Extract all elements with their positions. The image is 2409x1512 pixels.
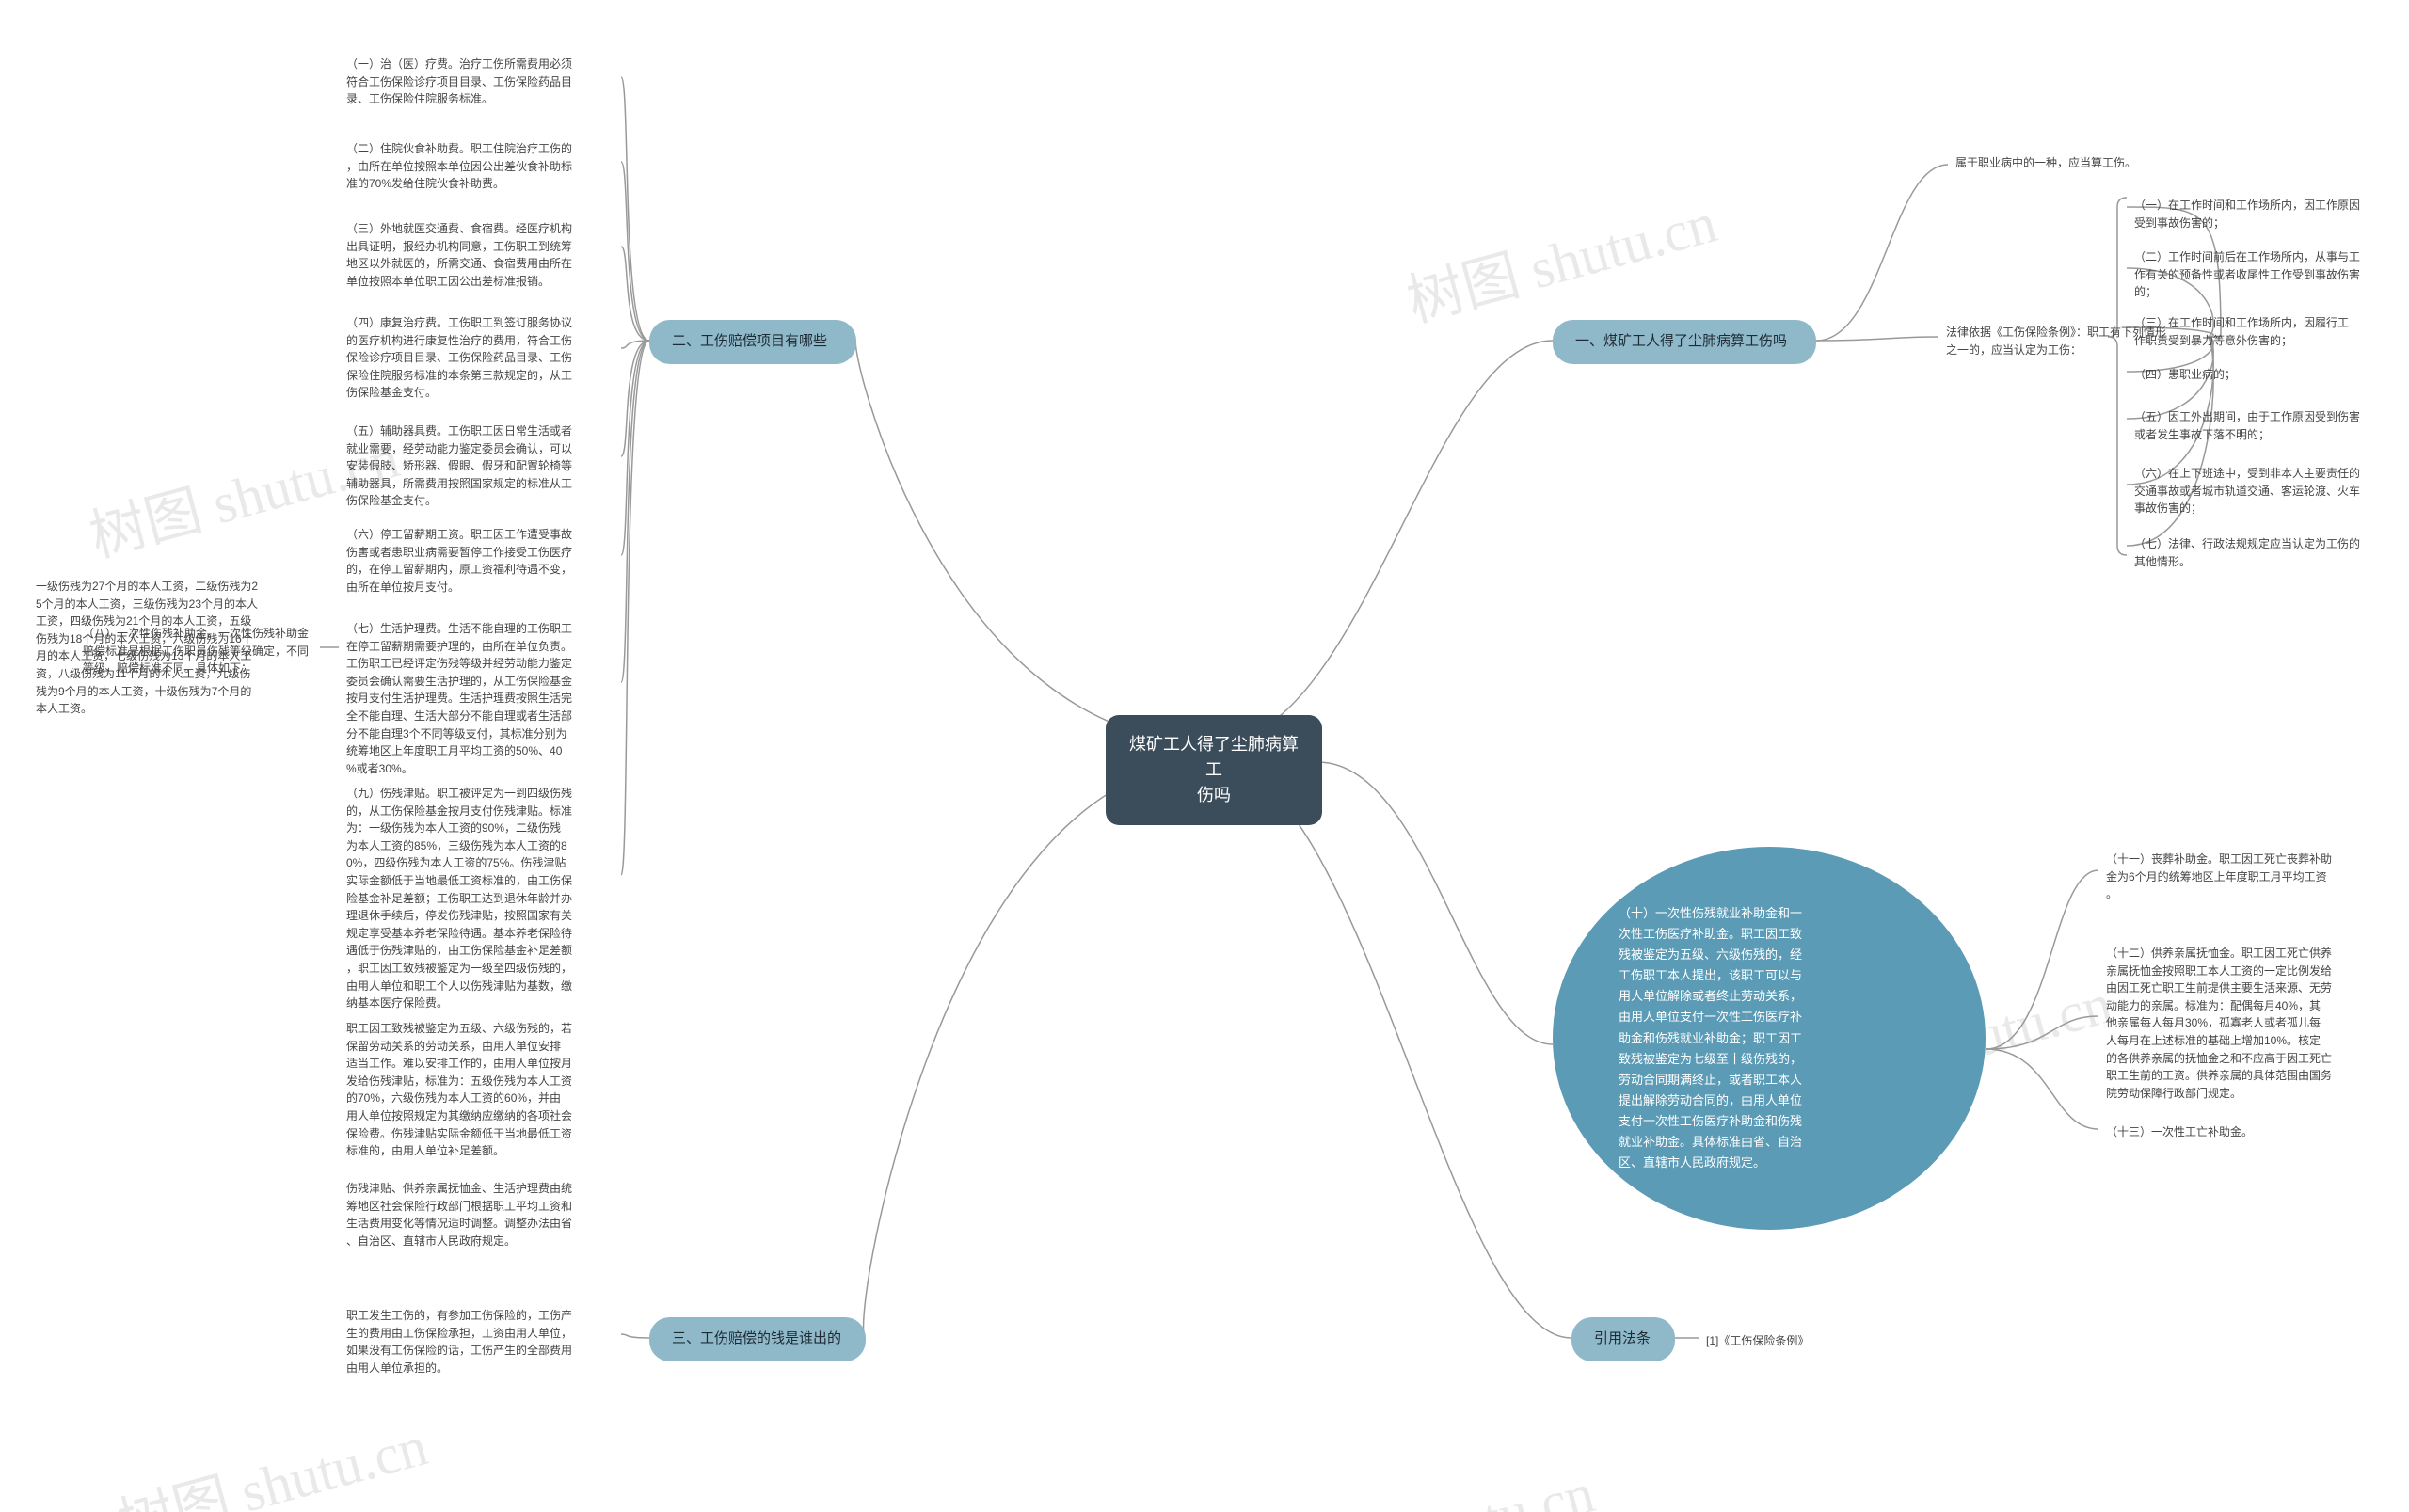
leaf-l2_7: （七）生活护理费。生活不能自理的工伤职工 在停工留薪期需要护理的，由所在单位负责… — [339, 616, 580, 781]
connector-line — [621, 341, 649, 555]
center-node: 煤矿工人得了尘肺病算工 伤吗 — [1106, 715, 1322, 825]
connector-line — [1214, 762, 1571, 1338]
leaf-r1_4: （四）患职业病的； — [2127, 362, 2243, 388]
connector-line — [1317, 762, 1553, 1044]
leaf-l2_4: （四）康复治疗费。工伤职工到签订服务协议 的医疗机构进行康复性治疗的费用，符合工… — [339, 310, 580, 406]
leaf-l2_5: （五）辅助器具费。工伤职工因日常生活或者 就业需要，经劳动能力鉴定委员会确认，可… — [339, 419, 580, 514]
connector-line — [621, 162, 649, 341]
leaf-r1_7: （七）法律、行政法规规定应当认定为工伤的 其他情形。 — [2127, 532, 2368, 574]
leaf-l2_2: （二）住院伙食补助费。职工住院治疗工伤的 ，由所在单位按照本单位因公出差伙食补助… — [339, 136, 580, 197]
leaf-r1_2: （二）工作时间前后在工作场所内，从事与工 作有关的预备性或者收尾性工作受到事故伤… — [2127, 245, 2368, 305]
mindmap-canvas: 树图 shutu.cn树图 shutu.cn树图 shutu.cn树图 shut… — [0, 0, 2409, 1512]
leaf-l2_3: （三）外地就医交通费、食宿费。经医疗机构 出具证明，报经办机构同意，工伤职工到统… — [339, 216, 580, 294]
watermark: 树图 shutu.cn — [1396, 177, 1724, 338]
connector-line — [864, 762, 1214, 1338]
connector-line — [1986, 1049, 2098, 1129]
connector-line — [621, 341, 649, 348]
leaf-blob_11: （十一）丧葬补助金。职工因工死亡丧葬补助 金为6个月的统筹地区上年度职工月平均工… — [2098, 847, 2339, 907]
leaf-blob_13: （十三）一次性工亡补助金。 — [2098, 1120, 2260, 1145]
leaf-r1_6: （六）在上下班途中，受到非本人主要责任的 交通事故或者城市轨道交通、客运轮渡、火… — [2127, 461, 2368, 521]
watermark: 树图 shutu.cn — [1274, 1447, 1602, 1512]
branch-node-2: 二、工伤赔偿项目有哪些 — [649, 320, 856, 364]
connector-line — [621, 341, 649, 456]
leaf-l2_9b: 职工因工致残被鉴定为五级、六级伤残的，若 保留劳动关系的劳动关系，由用人单位安排… — [339, 1016, 580, 1164]
connector-line — [1816, 165, 1948, 341]
watermark: 树图 shutu.cn — [107, 1400, 435, 1512]
connector-line — [855, 341, 1214, 743]
connector-line — [621, 341, 649, 682]
leaf-l3_1: 职工发生工伤的，有参加工伤保险的，工伤产 生的费用由工伤保险承担，工资由用人单位… — [339, 1303, 580, 1380]
leaf-cite_1: [1]《工伤保险条例》 — [1699, 1329, 1816, 1354]
connector-line — [621, 77, 649, 341]
leaf-l2_8_detail: 一级伤残为27个月的本人工资，二级伤残为2 5个月的本人工资，三级伤残为23个月… — [28, 574, 265, 722]
connector-line — [621, 1334, 649, 1338]
leaf-r1_intro: 属于职业病中的一种，应当算工伤。 — [1948, 151, 2144, 176]
leaf-r1_3: （三）在工作时间和工作场所内，因履行工 作职责受到暴力等意外伤害的； — [2127, 310, 2356, 353]
leaf-l2_9c: 伤残津贴、供养亲属抚恤金、生活护理费由统 筹地区社会保险行政部门根据职工平均工资… — [339, 1176, 580, 1253]
branch-node-blob: （十）一次性伤残就业补助金和一 次性工伤医疗补助金。职工因工致 残被鉴定为五级、… — [1553, 847, 1986, 1230]
branch-node-1: 一、煤矿工人得了尘肺病算工伤吗 — [1553, 320, 1816, 364]
leaf-l2_1: （一）治（医）疗费。治疗工伤所需费用必须 符合工伤保险诊疗项目目录、工伤保险药品… — [339, 52, 580, 112]
connector-line — [1816, 337, 1938, 341]
bracket-line — [2108, 198, 2127, 555]
leaf-l2_9: （九）伤残津贴。职工被评定为一到四级伤残 的，从工伤保险基金按月支付伤残津贴。标… — [339, 781, 580, 1016]
connector-line — [1986, 1016, 2098, 1049]
leaf-r1_1: （一）在工作时间和工作场所内，因工作原因 受到事故伤害的； — [2127, 193, 2368, 235]
connector-line — [621, 247, 649, 341]
leaf-l2_6: （六）停工留薪期工资。职工因工作遭受事故 伤害或者患职业病需要暂停工作接受工伤医… — [339, 522, 580, 599]
branch-node-3: 三、工伤赔偿的钱是谁出的 — [649, 1317, 866, 1361]
connector-line — [1214, 341, 1553, 743]
leaf-blob_12: （十二）供养亲属抚恤金。职工因工死亡供养 亲属抚恤金按照职工本人工资的一定比例发… — [2098, 941, 2339, 1106]
branch-node-4: 引用法条 — [1571, 1317, 1675, 1361]
connector-line — [1986, 870, 2098, 1049]
leaf-r1_5: （五）因工外出期间，由于工作原因受到伤害 或者发生事故下落不明的； — [2127, 405, 2368, 447]
connector-line — [621, 341, 649, 875]
